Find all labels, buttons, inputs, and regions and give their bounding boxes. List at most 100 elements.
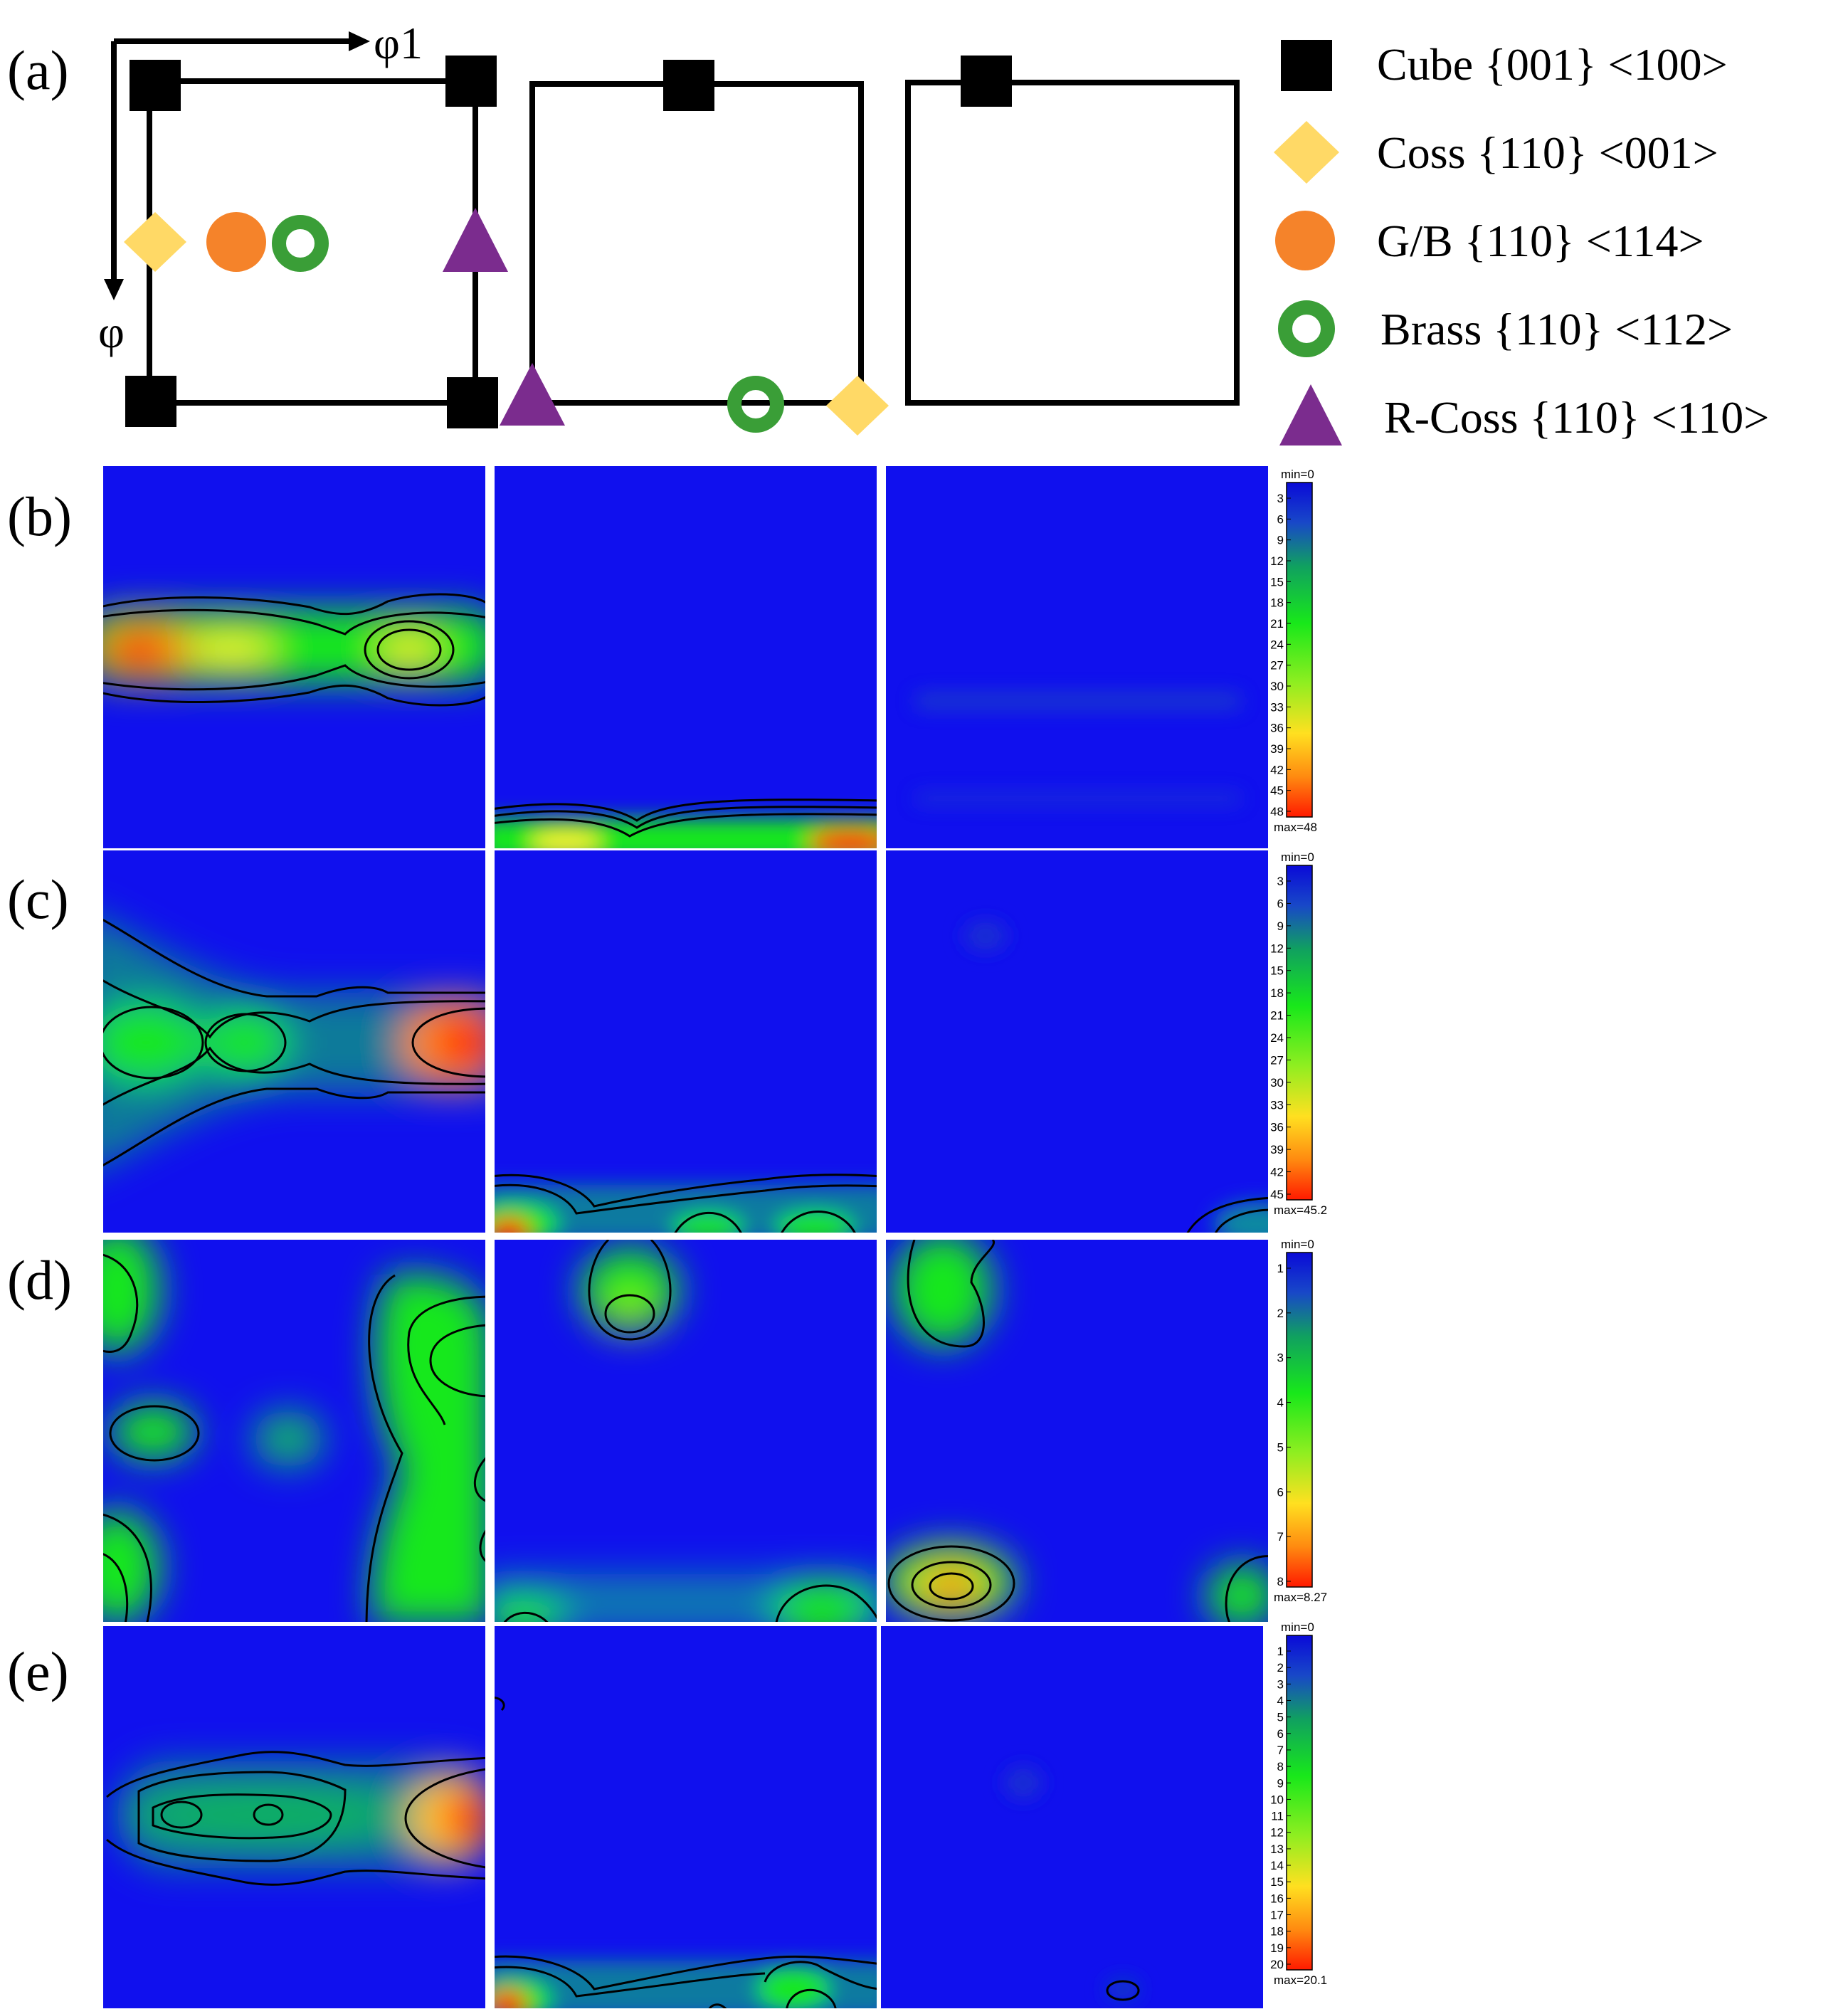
colorbar-tick-label: 7: [1277, 1530, 1284, 1544]
cube-marker: [961, 56, 1012, 107]
colorbar-tick-label: 30: [1270, 1076, 1284, 1090]
colorbar-tick-label: 3: [1277, 1351, 1284, 1365]
axis-phi1-label: φ1: [374, 18, 423, 68]
legend-brass-icon: [1278, 300, 1335, 357]
colorbar-tick-label: 27: [1270, 1053, 1284, 1067]
gb-marker: [206, 212, 266, 272]
colorbar-tick-label: 14: [1270, 1859, 1284, 1872]
colorbar-tick-label: 6: [1277, 897, 1284, 910]
colorbar-tick-label: 42: [1270, 1166, 1284, 1179]
cube-marker: [125, 376, 176, 427]
colorbar-tick-label: 33: [1270, 700, 1284, 714]
colorbar-tick-label: 45: [1270, 1188, 1284, 1201]
colorbar-tick-label: 24: [1270, 638, 1284, 651]
schematic-panel: φ1 φ: [98, 18, 1240, 436]
colorbar-tick-label: 18: [1270, 1925, 1284, 1939]
colorbar-tick-label: 13: [1270, 1842, 1284, 1856]
panel-label-d: (d): [7, 1249, 72, 1311]
colorbar-max-label: max=48: [1274, 821, 1317, 834]
colorbars: min=036912151821242730333639424548max=48…: [1270, 468, 1327, 1987]
colorbar-gradient: [1286, 1635, 1313, 1971]
colorbar-max-label: max=8.27: [1274, 1591, 1327, 1604]
colorbar-tick-label: 2: [1277, 1307, 1284, 1320]
colorbar-tick-label: 11: [1271, 1810, 1284, 1823]
colorbar-tick-label: 39: [1270, 1143, 1284, 1156]
colorbar-tick-label: 27: [1270, 659, 1284, 673]
legend-cube-icon: [1281, 40, 1332, 91]
colorbar-tick-label: 15: [1270, 1875, 1284, 1889]
legend: Cube {001} <100> Coss {110} <001> G/B {1…: [1274, 39, 1769, 445]
odf-section: [886, 1240, 1268, 1622]
coss-marker: [124, 212, 186, 272]
brass-marker: [272, 215, 329, 272]
odf-section: [886, 850, 1268, 1233]
colorbar-tick-label: 21: [1270, 617, 1284, 631]
colorbar-tick-label: 5: [1277, 1440, 1284, 1454]
cube-marker: [447, 377, 498, 428]
colorbar-tick-label: 12: [1270, 554, 1284, 568]
colorbar-tick-label: 9: [1277, 534, 1284, 547]
colorbar-tick-label: 6: [1277, 512, 1284, 526]
odf-row-c: [103, 850, 1268, 1233]
colorbar-max-label: max=20.1: [1274, 1973, 1327, 1987]
legend-gb-icon: [1275, 211, 1335, 270]
odf-section: [103, 850, 485, 1233]
colorbar-tick-label: 1: [1277, 1645, 1284, 1658]
colorbar-tick-label: 3: [1277, 1677, 1284, 1691]
colorbar-tick-label: 39: [1270, 742, 1284, 756]
colorbar-tick-label: 30: [1270, 680, 1284, 693]
colorbar-tick-label: 36: [1270, 1121, 1284, 1134]
schematic-frame-1: [147, 78, 478, 406]
odf-section: [103, 1240, 485, 1622]
odf-section: [886, 466, 1268, 848]
legend-cube-label: Cube {001} <100>: [1377, 39, 1728, 90]
coss-marker: [826, 376, 889, 436]
legend-coss-label: Coss {110} <001>: [1377, 127, 1718, 178]
colorbar-min-label: min=0: [1281, 850, 1314, 864]
legend-coss-icon: [1274, 121, 1339, 184]
colorbar-tick-label: 9: [1277, 919, 1284, 933]
brass-marker: [727, 376, 784, 433]
colorbar-tick-label: 4: [1277, 1396, 1284, 1410]
colorbar-tick-label: 17: [1270, 1909, 1284, 1922]
colorbar-tick-label: 15: [1270, 575, 1284, 589]
panel-label-c: (c): [7, 868, 69, 930]
schematic-frame-2: [529, 81, 864, 406]
colorbar-tick-label: 12: [1270, 1826, 1284, 1840]
odf-section: [495, 1626, 877, 2008]
colorbar-tick-label: 18: [1270, 596, 1284, 610]
colorbar-tick-label: 4: [1277, 1694, 1284, 1707]
cube-marker: [130, 60, 181, 111]
colorbar-tick-label: 9: [1277, 1776, 1284, 1790]
colorbar-tick-label: 3: [1277, 875, 1284, 888]
colorbar-tick-label: 8: [1277, 1760, 1284, 1773]
colorbar-tick-label: 45: [1270, 784, 1284, 798]
odf-section: [495, 466, 877, 848]
panel-label-a: (a): [7, 39, 69, 101]
legend-rcoss-icon: [1279, 384, 1342, 445]
colorbar-tick-label: 36: [1270, 722, 1284, 735]
odf-section: [495, 1240, 877, 1622]
odf-section: [881, 1626, 1263, 2008]
colorbar-tick-label: 21: [1270, 1009, 1284, 1023]
colorbar-tick-label: 16: [1270, 1892, 1284, 1905]
axis-phi-arrow: [104, 41, 124, 300]
odf-row-e: [103, 1626, 1263, 2008]
rcoss-marker: [443, 208, 508, 272]
colorbar-tick-label: 48: [1270, 805, 1284, 818]
panel-label-e: (e): [7, 1640, 69, 1702]
colorbar: min=0 1 2 3 4 5 6 7 8 max=8.27: [1274, 1238, 1327, 1604]
colorbar-tick-label: 1: [1277, 1262, 1284, 1275]
colorbar-tick-label: 12: [1270, 942, 1284, 955]
cube-marker: [663, 60, 714, 111]
schematic-frame-3: [905, 80, 1240, 406]
colorbar-tick-label: 2: [1277, 1661, 1284, 1675]
colorbar: min=01234567891011121314151617181920max=…: [1270, 1620, 1327, 1987]
colorbar-tick-label: 24: [1270, 1031, 1284, 1045]
colorbar-min-label: min=0: [1281, 1238, 1314, 1251]
axis-phi1-arrow: [114, 31, 370, 51]
colorbar-tick-label: 42: [1270, 763, 1284, 776]
colorbar-tick-label: 19: [1270, 1941, 1284, 1955]
